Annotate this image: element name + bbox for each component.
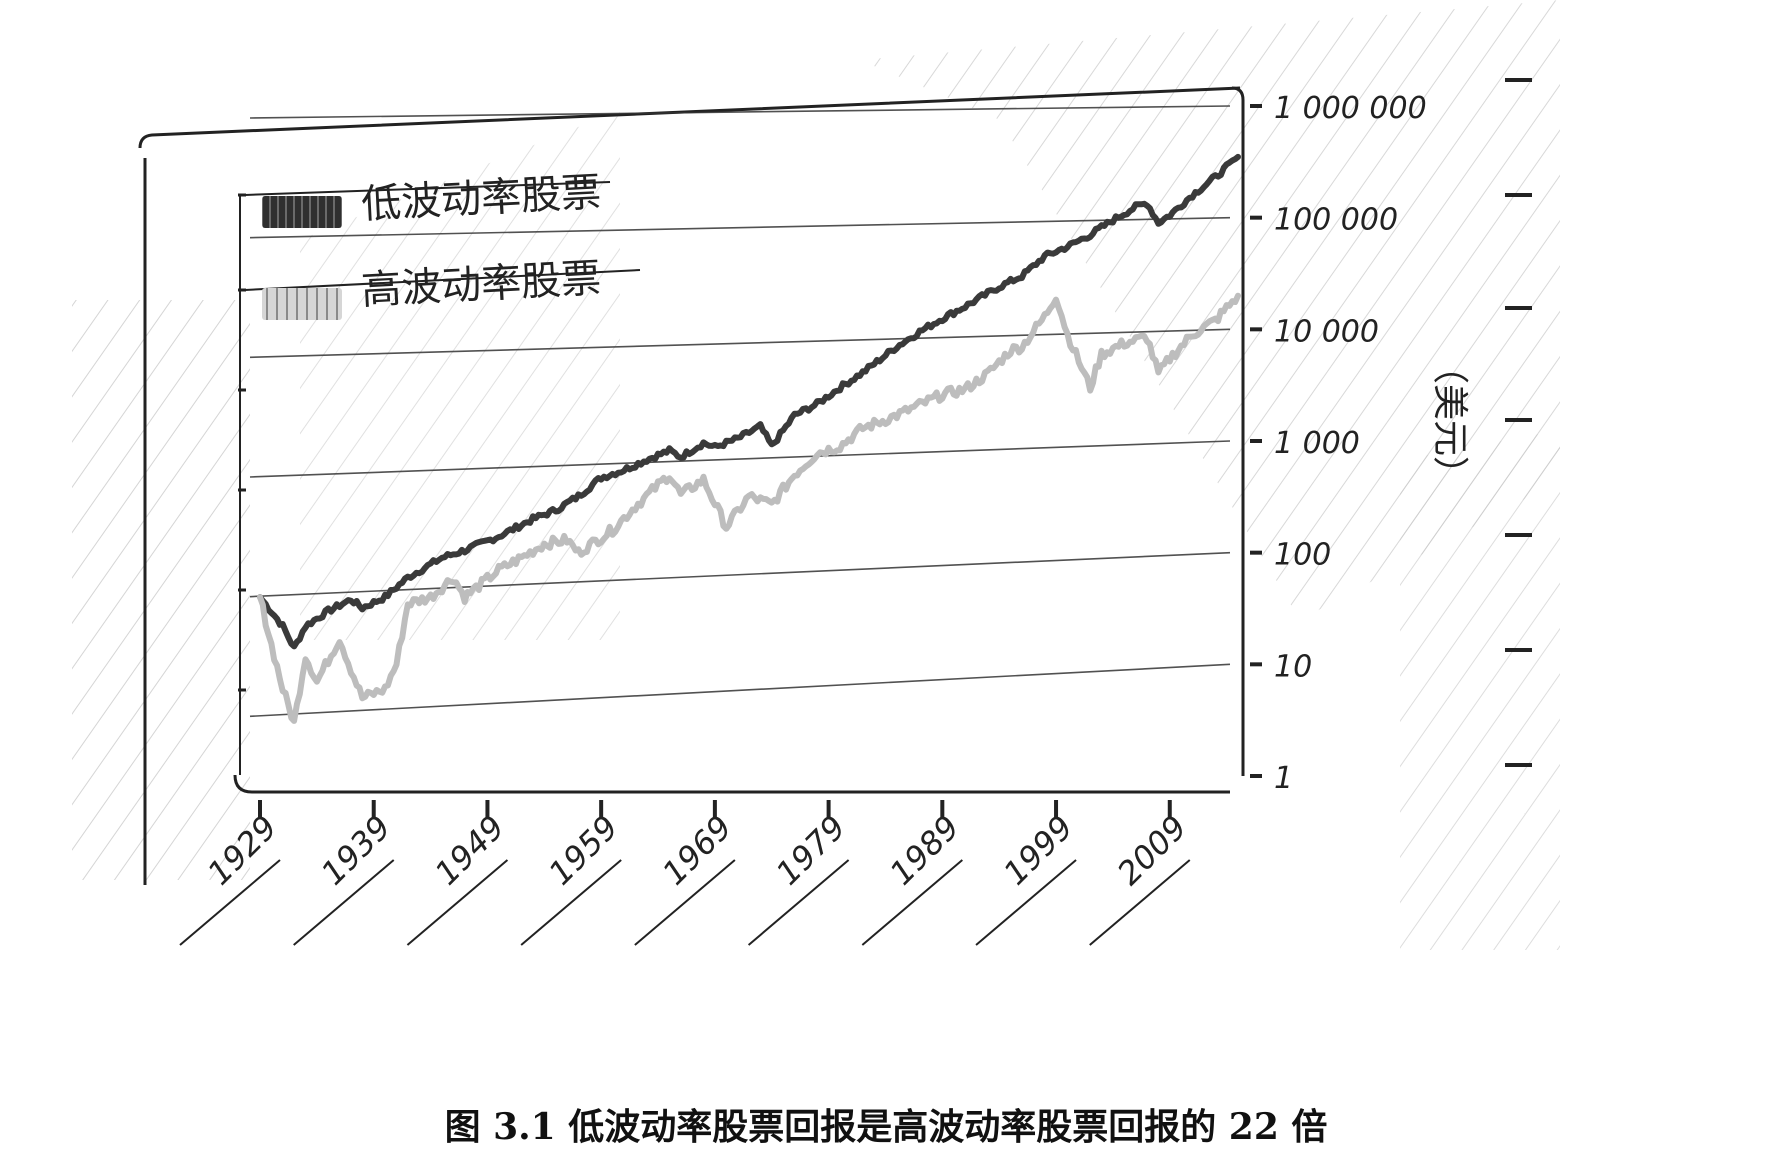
x-tick-label: 1949 bbox=[427, 808, 511, 892]
x-tick-label: 1999 bbox=[996, 808, 1080, 892]
x-tick-label: 1969 bbox=[655, 808, 739, 892]
y-tick-label: 100 bbox=[1274, 538, 1331, 573]
x-axis: 1929 1939 1949 1959 1969 1979 1989 1999 2009 bbox=[179, 800, 1194, 946]
x-tick-label: 1979 bbox=[769, 808, 853, 892]
gridlines bbox=[249, 105, 1231, 718]
x-label-stroke bbox=[406, 859, 509, 946]
x-tick-label: 2009 bbox=[1110, 808, 1194, 892]
x-tick-label: 1959 bbox=[541, 808, 625, 892]
figure-caption: 图 3.1 低波动率股票回报是高波动率股票回报的 22 倍 bbox=[444, 1106, 1328, 1148]
x-label-stroke bbox=[1089, 859, 1191, 946]
series-lines bbox=[257, 153, 1241, 724]
x-label-stroke bbox=[975, 859, 1077, 946]
x-label-stroke bbox=[634, 859, 736, 946]
gridline bbox=[249, 440, 1231, 478]
y-tick-label: 10 bbox=[1274, 649, 1312, 684]
y-tick-label: 1 bbox=[1274, 761, 1293, 796]
y-axis: 1 10 100 1 000 10 000 100 000 1 000 000 bbox=[1250, 91, 1427, 796]
gridline bbox=[249, 663, 1231, 718]
x-tick-label: 1989 bbox=[882, 808, 966, 892]
x-label-stroke bbox=[293, 859, 395, 946]
x-tick-label: 1939 bbox=[314, 808, 398, 892]
x-label-stroke bbox=[520, 859, 622, 946]
gridline bbox=[249, 216, 1231, 239]
gridline bbox=[249, 105, 1231, 119]
gridline bbox=[249, 551, 1231, 598]
y-tick-label: 1 000 000 bbox=[1274, 91, 1427, 126]
legend-swatch-low-volatility bbox=[262, 196, 342, 228]
plot-frame bbox=[138, 86, 1245, 885]
right-margin-ticks bbox=[238, 78, 1532, 767]
x-label-stroke bbox=[747, 859, 850, 946]
y-axis-label: （美元） bbox=[1429, 348, 1470, 492]
x-label-stroke bbox=[861, 859, 963, 946]
series-line-high-volatility bbox=[257, 292, 1241, 724]
legend-swatch-high-volatility bbox=[262, 288, 342, 320]
series-line-low-volatility bbox=[257, 153, 1241, 650]
y-tick-label: 1 000 bbox=[1274, 426, 1360, 461]
y-tick-label: 100 000 bbox=[1274, 203, 1398, 238]
x-label-stroke bbox=[179, 859, 281, 946]
hatch-background bbox=[72, 0, 1560, 950]
y-tick-label: 10 000 bbox=[1274, 314, 1379, 349]
